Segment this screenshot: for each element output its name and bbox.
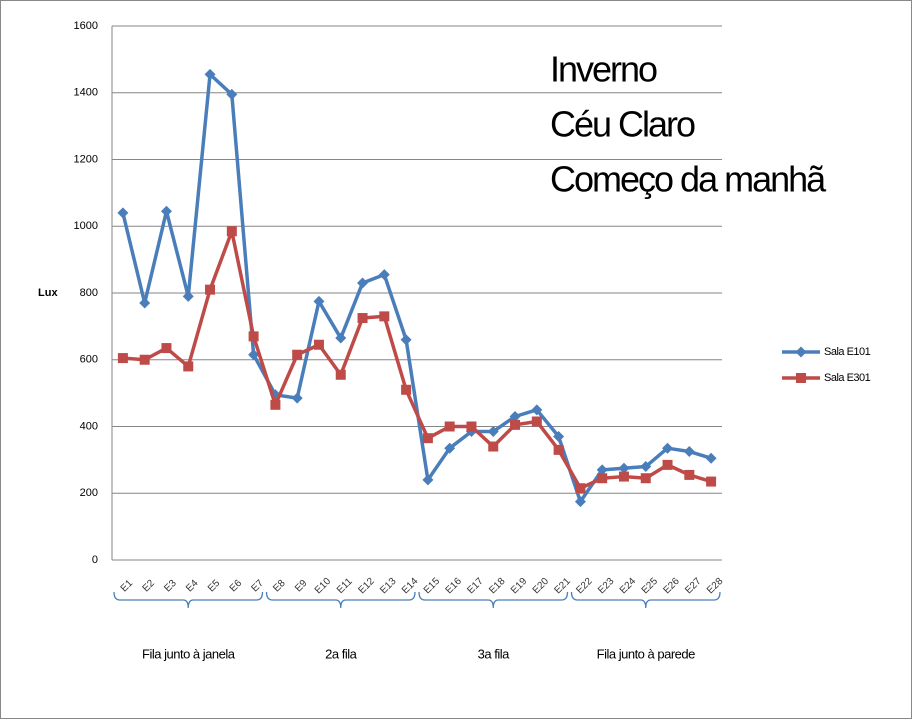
y-tick-label: 400 xyxy=(80,420,98,432)
group-brace xyxy=(570,591,721,609)
y-tick-label: 1600 xyxy=(74,20,98,32)
data-point xyxy=(204,68,216,80)
y-tick-label: 1400 xyxy=(74,87,98,99)
legend-marker xyxy=(795,346,807,358)
series-line xyxy=(122,229,712,490)
data-point xyxy=(510,419,521,430)
data-point xyxy=(226,226,237,237)
data-point xyxy=(466,421,477,432)
data-point xyxy=(531,404,543,416)
data-point xyxy=(618,471,629,482)
group-brace xyxy=(113,591,264,609)
group-label: Fila junto à parede xyxy=(597,646,695,661)
data-point xyxy=(183,361,194,372)
data-point xyxy=(357,313,368,324)
data-point xyxy=(291,392,303,404)
data-point xyxy=(553,431,565,443)
data-point xyxy=(662,459,673,470)
y-axis-label: Lux xyxy=(38,287,58,299)
data-point xyxy=(378,269,390,281)
data-point xyxy=(640,461,652,473)
data-point xyxy=(683,446,695,458)
group-label: 2a fila xyxy=(325,646,357,661)
data-point xyxy=(531,416,542,427)
annotation: Céu Claro xyxy=(550,104,695,145)
y-tick-label: 800 xyxy=(80,287,98,299)
group-brace xyxy=(418,591,569,609)
data-point xyxy=(509,410,521,422)
legend-marker xyxy=(796,373,806,383)
data-point xyxy=(117,353,128,364)
data-point xyxy=(422,474,434,486)
data-point xyxy=(379,311,390,322)
data-point xyxy=(401,384,412,395)
data-point xyxy=(335,369,346,380)
group-label: Fila junto à janela xyxy=(142,646,236,661)
y-tick-label: 0 xyxy=(92,554,98,566)
data-point xyxy=(313,295,325,307)
data-point xyxy=(488,441,499,452)
y-tick-label: 1200 xyxy=(74,153,98,165)
data-point xyxy=(248,331,259,342)
y-tick-label: 200 xyxy=(80,487,98,499)
data-point xyxy=(161,343,172,354)
data-point xyxy=(705,452,717,464)
data-point xyxy=(444,442,456,454)
group-brace xyxy=(265,591,416,609)
data-point xyxy=(205,284,216,295)
y-tick-label: 1000 xyxy=(74,220,98,232)
data-point xyxy=(139,354,150,365)
data-point xyxy=(662,442,674,454)
group-label: 3a fila xyxy=(478,646,510,661)
data-point xyxy=(357,277,369,289)
data-point xyxy=(292,349,303,360)
data-point xyxy=(597,473,608,484)
data-point xyxy=(596,464,608,476)
data-point xyxy=(422,433,433,444)
data-point xyxy=(444,421,455,432)
data-point xyxy=(160,205,172,217)
data-point xyxy=(117,207,129,219)
data-point xyxy=(684,469,695,480)
data-point xyxy=(313,339,324,350)
data-point xyxy=(487,426,499,438)
annotation: Começo da manhã xyxy=(550,159,827,200)
data-point xyxy=(618,462,630,474)
data-point xyxy=(706,476,717,487)
legend-label: Sala E101 xyxy=(824,346,871,358)
data-point xyxy=(270,399,281,410)
data-point xyxy=(226,88,238,100)
data-point xyxy=(139,297,151,309)
data-point xyxy=(248,349,260,361)
annotation: Inverno xyxy=(550,49,657,90)
data-point xyxy=(182,290,194,302)
data-point xyxy=(400,334,412,346)
data-point xyxy=(640,473,651,484)
y-tick-label: 600 xyxy=(80,354,98,366)
data-point xyxy=(575,483,586,494)
data-point xyxy=(335,332,347,344)
data-point xyxy=(574,496,586,508)
data-point xyxy=(553,444,564,455)
legend-label: Sala E301 xyxy=(824,372,871,384)
